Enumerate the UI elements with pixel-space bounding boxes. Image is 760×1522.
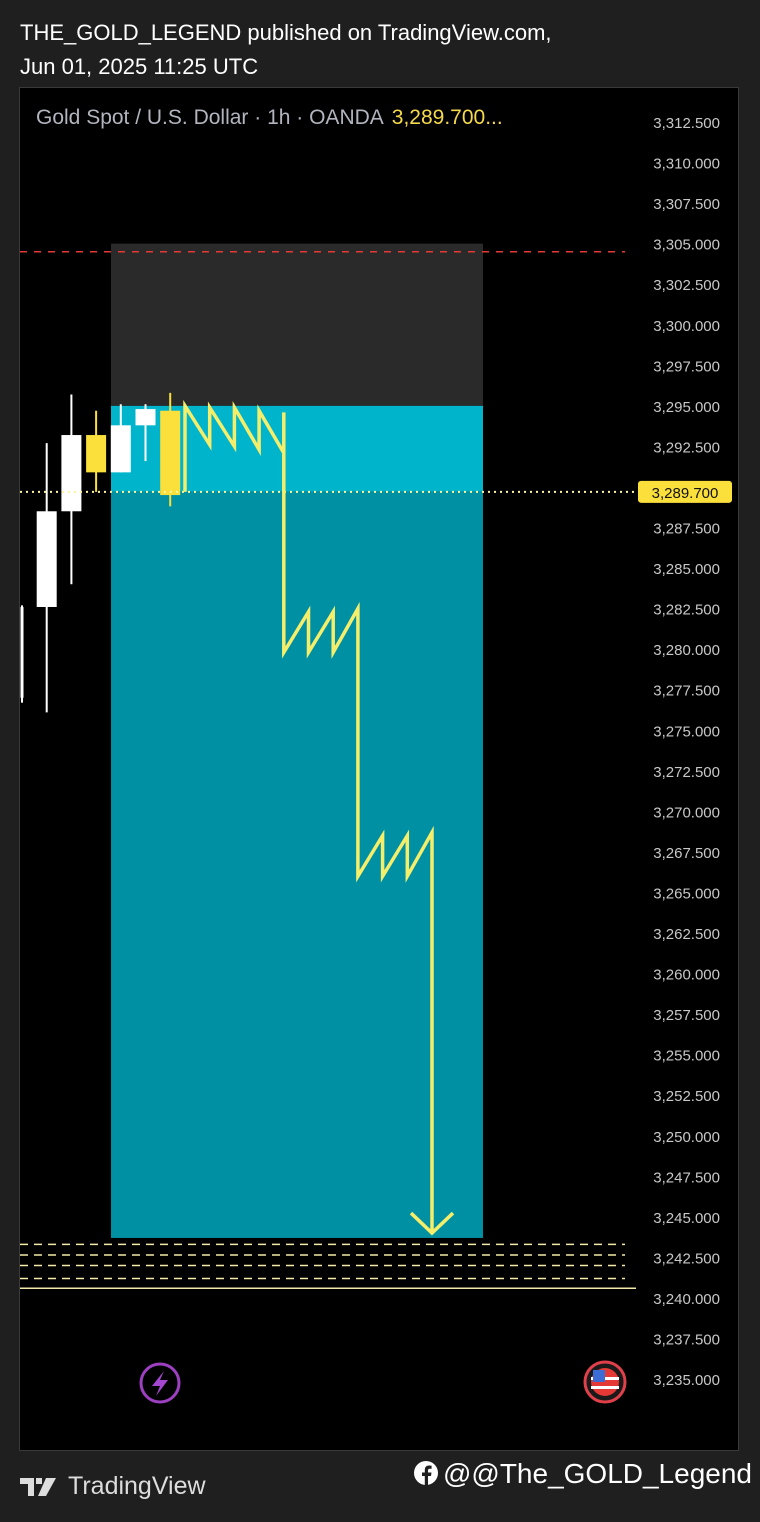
y-tick-label: 3,265.000 [653,885,720,902]
arrow-head [409,1211,455,1236]
x-tick-label: 06:00 [388,1425,428,1442]
y-tick-label: 3,292.500 [653,439,720,456]
brand-name: TradingView [68,1472,206,1500]
last-price-label: 3,289.700 [652,485,719,502]
y-tick-label: 3,247.500 [653,1169,720,1186]
x-tick-label: 03:00 [314,1425,354,1442]
y-tick-label: 3,285.000 [653,561,720,578]
candle-body [61,435,82,512]
tradingview-logo-icon [20,1477,56,1496]
x-tick-label: 18:00 [92,1425,132,1442]
y-tick-label: 3,295.000 [653,399,720,416]
symbol-name: Gold Spot / U.S. Dollar · 1h · OANDA [36,106,384,129]
risk-zone [111,243,483,406]
social-handle: @@The_GOLD_Legend [413,1458,752,1490]
y-tick-label: 3,310.000 [653,156,720,173]
y-tick-label: 3,260.000 [653,967,720,984]
candle-body [36,511,57,607]
plot-area: 15:00 18:00 Jun 2 03:00 06:00 09:00 12:00 15:( [18,243,636,1442]
x-tick-label: 09:00 [462,1425,502,1442]
y-tick-label: 3,312.500 [653,115,720,132]
flag-canton [593,1370,605,1382]
candle-body [20,606,24,698]
social-handle-text: @@The_GOLD_Legend [442,1458,752,1489]
y-tick-label: 3,255.000 [653,1048,720,1065]
x-tick-label: 15:( [608,1425,636,1442]
y-tick-label: 3,280.000 [653,642,720,659]
legend-price: 3,289.700... [391,106,503,129]
y-tick-label: 3,297.500 [653,358,720,375]
tradingview-logo[interactable]: TradingView [20,1472,206,1501]
publisher-line: THE_GOLD_LEGEND published on TradingView… [20,20,552,45]
y-tick-label: 3,245.000 [653,1210,720,1227]
y-tick-label: 3,250.000 [653,1129,720,1146]
candle-body [160,410,181,496]
symbol-legend[interactable]: Gold Spot / U.S. Dollar · 1h · OANDA 3,28… [36,106,503,130]
y-tick-label: 3,300.000 [653,318,720,335]
y-tick-label: 3,240.000 [653,1291,720,1308]
y-tick-label: 3,287.500 [653,521,720,538]
projection-path [183,399,434,1234]
publish-header: THE_GOLD_LEGEND published on TradingView… [20,16,552,84]
y-tick-label: 3,275.000 [653,723,720,740]
lightning-icon [152,1371,168,1396]
y-tick-label: 3,235.000 [653,1372,720,1389]
candle-body [135,409,156,426]
publish-date: Jun 01, 2025 11:25 UTC [20,54,259,79]
candle-body [110,425,131,473]
y-tick-label: 3,242.500 [653,1250,720,1267]
y-tick-label: 3,302.500 [653,277,720,294]
y-tick-label: 3,267.500 [653,845,720,862]
y-tick-label: 3,277.500 [653,683,720,700]
candle-body [86,435,107,473]
x-tick-label: 2 [256,1425,265,1442]
y-tick-label: 3,272.500 [653,764,720,781]
y-tick-label: 3,305.000 [653,237,720,254]
flag-stripe [591,1386,619,1389]
y-tick-label: 3,282.500 [653,602,720,619]
last-price-badge [638,480,732,503]
y-tick-label: 3,307.500 [653,196,720,213]
event-lightning-icon [139,1362,181,1404]
y-tick-label: 3,252.500 [653,1088,720,1105]
y-tick-label: 3,262.500 [653,926,720,943]
y-tick-label: 3,270.000 [653,804,720,821]
profit-zone [111,491,483,1238]
x-tick-label: 12:00 [536,1425,576,1442]
x-tick-label: 15:00 [18,1425,58,1442]
y-tick-label: 3,257.500 [653,1007,720,1024]
y-tick-label: 3,237.500 [653,1332,720,1349]
x-tick-label: Jun [172,1425,200,1442]
facebook-icon [413,1461,438,1487]
